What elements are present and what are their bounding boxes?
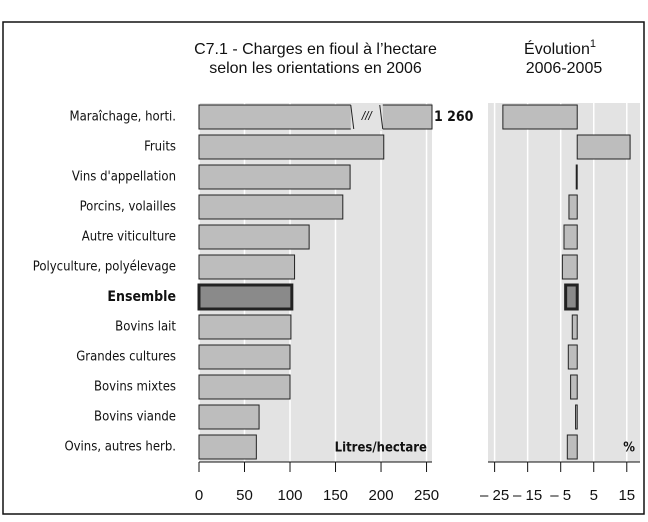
axis-break [350, 103, 383, 131]
unit-label: % [623, 441, 635, 456]
unit-label: Litres/hectare [335, 441, 427, 456]
bar [576, 134, 631, 160]
panel-title: Évolution1 [524, 38, 596, 58]
category-label: Polyculture, polyélevage [33, 260, 176, 275]
bar [502, 104, 578, 130]
bar [564, 283, 579, 311]
frame [2, 21, 645, 515]
break-edge [350, 104, 355, 130]
value-label: 1 260 [434, 109, 474, 125]
category-label: Maraîchage, horti. [70, 110, 176, 125]
category-label: Grandes cultures [76, 350, 176, 365]
category-label: Bovins viande [94, 410, 176, 425]
bar [197, 283, 294, 311]
category-label: Ovins, autres herb. [64, 440, 176, 455]
category-label: Vins d'appellation [72, 170, 176, 185]
x-tick-label: 5 [590, 487, 598, 504]
bar [570, 374, 578, 400]
x-tick-label: 250 [414, 487, 439, 504]
x-tick-label: 15 [618, 487, 635, 504]
x-tick-label: 0 [195, 487, 203, 504]
bar [575, 164, 578, 190]
category-label: Bovins mixtes [94, 380, 176, 395]
panel-title: 2006-2005 [526, 60, 603, 77]
bar [198, 104, 433, 130]
break-edge [379, 104, 384, 130]
bar [198, 374, 291, 400]
bar [566, 434, 578, 460]
category-label: Ensemble [107, 289, 176, 305]
bar [567, 344, 578, 370]
bar [198, 344, 291, 370]
bar [198, 224, 310, 250]
plot-area [488, 103, 640, 462]
superscript: 1 [590, 38, 596, 50]
bar [198, 194, 344, 220]
bar [575, 404, 578, 430]
x-tick-label: 200 [369, 487, 394, 504]
x-tick-label: 100 [278, 487, 303, 504]
bar [198, 404, 260, 430]
bar [198, 164, 351, 190]
bar [198, 434, 257, 460]
panel-title: C7.1 - Charges en fioul à l’hectare [194, 41, 437, 58]
x-tick-label: 50 [236, 487, 253, 504]
panel-title: selon les orientations en 2006 [209, 60, 422, 77]
bar [571, 314, 578, 340]
x-tick-label: 150 [323, 487, 348, 504]
bar [198, 254, 296, 280]
break-label: /// [361, 109, 374, 123]
bar [198, 134, 385, 160]
category-label: Fruits [144, 140, 176, 155]
bar [568, 194, 578, 220]
plot-area [199, 103, 432, 462]
category-label: Porcins, volailles [80, 200, 176, 215]
category-label: Bovins lait [115, 320, 176, 335]
x-tick-label: – 15 [513, 487, 542, 504]
bar [198, 314, 292, 340]
bar [561, 254, 578, 280]
category-label: Autre viticulture [82, 230, 176, 245]
x-tick-label: – 5 [550, 487, 571, 504]
bar [563, 224, 578, 250]
x-tick-label: – 25 [480, 487, 509, 504]
